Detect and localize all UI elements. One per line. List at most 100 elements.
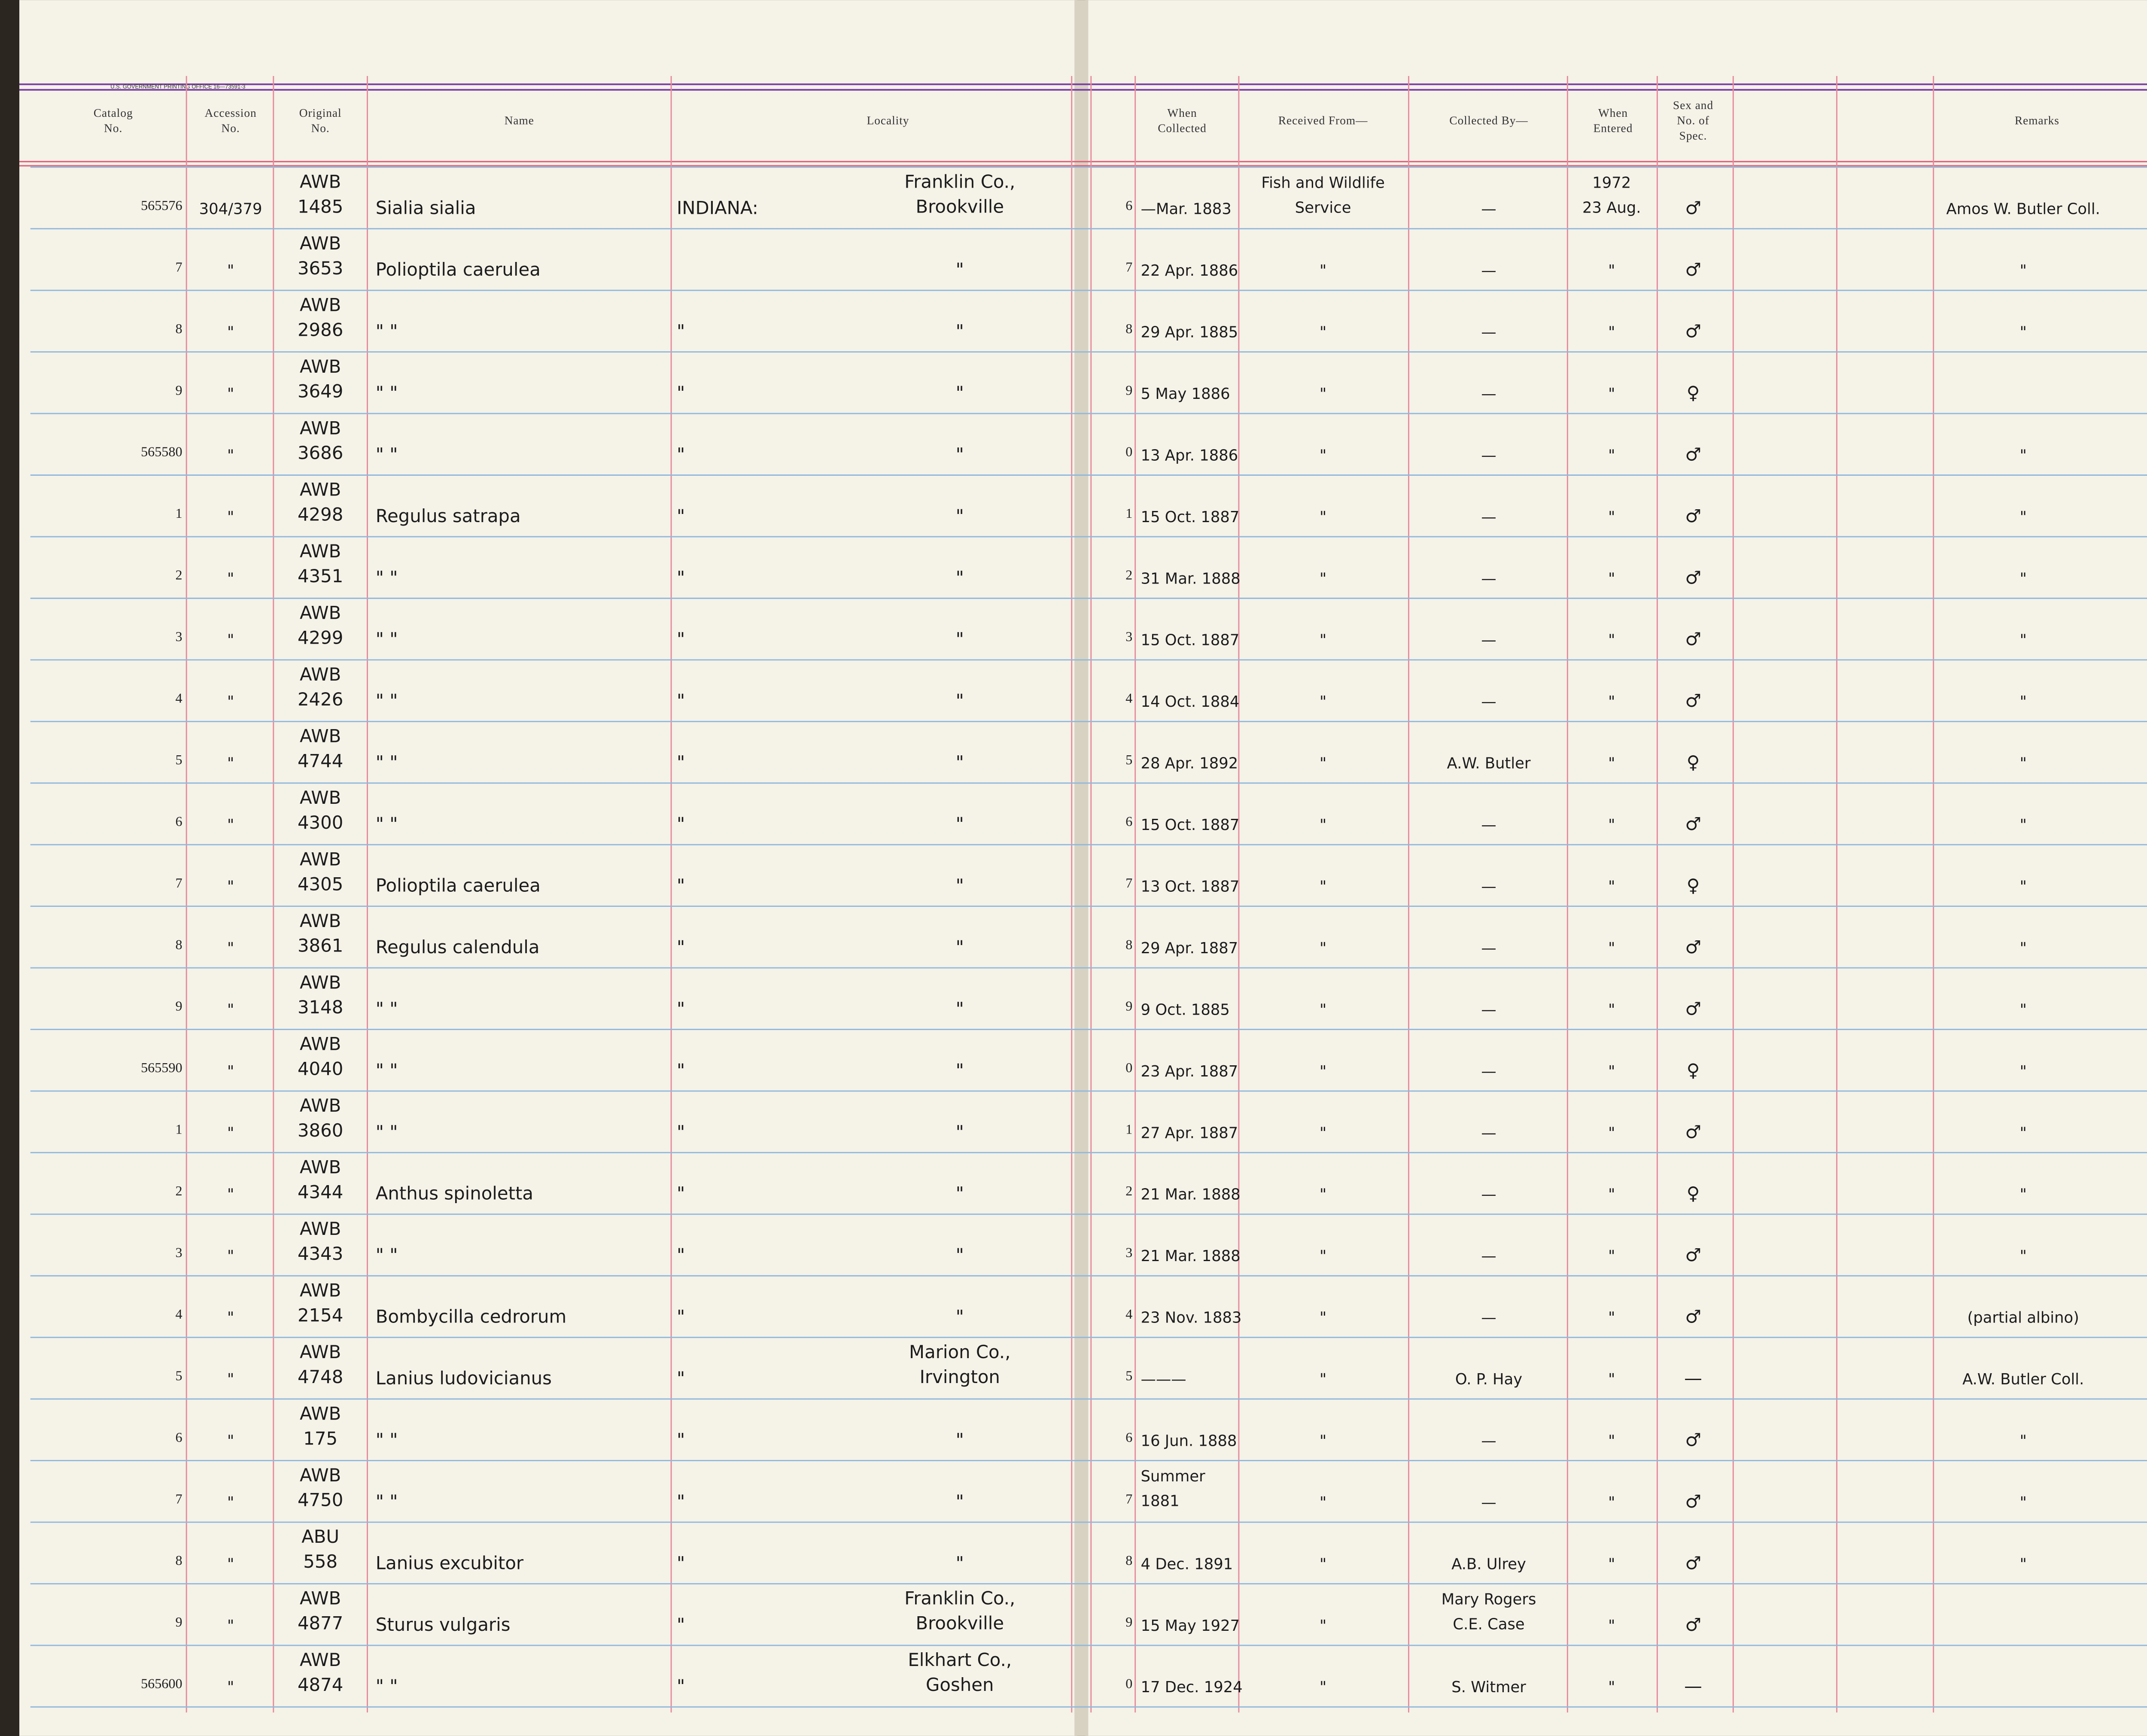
collected-by: —	[1481, 201, 1496, 218]
locality: "	[956, 505, 964, 526]
remarks: A.W. Butler Coll.	[1962, 1371, 2084, 1388]
line-digit: 7	[1125, 259, 1132, 274]
collected-by: S. Witmer	[1451, 1678, 1526, 1696]
remarks: "	[2020, 755, 2027, 772]
original-no: 2986	[298, 319, 343, 340]
original-no: 3148	[298, 997, 343, 1018]
when-collected: 23 Nov. 1883	[1141, 1309, 1242, 1327]
when-collected: 22 Apr. 1886	[1141, 262, 1238, 280]
locality: Irvington	[920, 1366, 1000, 1387]
when-collected: 17 Dec. 1924	[1141, 1678, 1243, 1696]
received-from: "	[1320, 1124, 1326, 1142]
name: Regulus satrapa	[376, 505, 521, 526]
original-no: AWB	[300, 1095, 341, 1116]
locality: "	[956, 629, 964, 650]
name: " "	[376, 813, 398, 834]
when-collected: —Mar. 1883	[1141, 201, 1232, 218]
accession-no: "	[227, 262, 234, 280]
when-entered: "	[1608, 1432, 1615, 1450]
line-digit: 5	[1125, 1368, 1132, 1383]
accession-no: "	[227, 1247, 234, 1265]
state: "	[677, 936, 685, 958]
locality: "	[956, 1491, 964, 1512]
line-digit: 0	[1125, 1060, 1132, 1075]
line-digit: 1	[1125, 505, 1132, 521]
state: "	[677, 444, 685, 465]
sex: ♂	[1685, 813, 1701, 834]
state: "	[677, 1060, 685, 1081]
column-header: When	[1598, 106, 1628, 119]
received-from: "	[1320, 1555, 1326, 1573]
when-entered: "	[1608, 1186, 1615, 1204]
received-from: "	[1320, 385, 1326, 403]
original-no: AWB	[300, 787, 341, 808]
when-entered: "	[1608, 262, 1615, 280]
received-from: "	[1320, 262, 1326, 280]
state: "	[677, 1552, 685, 1573]
grid	[30, 76, 2147, 1713]
original-no: 4351	[298, 565, 343, 587]
received-from: "	[1320, 1432, 1326, 1450]
column-header: Collected By—	[1449, 114, 1528, 127]
when-collected: ———	[1141, 1371, 1186, 1388]
line-digit: 0	[1125, 1676, 1132, 1691]
original-no: 1485	[298, 196, 343, 217]
column-header: Original	[299, 106, 342, 119]
line-digit: 3	[1125, 1245, 1132, 1260]
name: " "	[376, 382, 398, 403]
line-digit: 6	[1125, 1429, 1132, 1445]
collected-by: —	[1481, 262, 1496, 280]
locality: "	[956, 321, 964, 342]
accession-no: "	[227, 385, 234, 403]
when-collected: 28 Apr. 1892	[1141, 755, 1238, 772]
line-digit: 9	[1125, 382, 1132, 398]
original-no: AWB	[300, 417, 341, 438]
remarks: "	[2020, 324, 2027, 341]
received-from: "	[1320, 447, 1326, 464]
when-collected: 5 May 1886	[1141, 385, 1230, 403]
collected-by: —	[1481, 1001, 1496, 1018]
collected-by: A.B. Ulrey	[1451, 1555, 1526, 1573]
original-no: ABU	[301, 1526, 339, 1547]
remarks: "	[2020, 939, 2027, 957]
when-collected: 16 Jun. 1888	[1141, 1432, 1237, 1450]
column-header: No.	[104, 122, 122, 134]
catalog-no: 4	[175, 1306, 182, 1322]
original-no: 4299	[298, 627, 343, 648]
name: Sturus vulgaris	[376, 1614, 511, 1635]
line-digit: 6	[1125, 813, 1132, 829]
received-from: "	[1320, 508, 1326, 526]
remarks: "	[2020, 1186, 2027, 1204]
original-no: AWB	[300, 1034, 341, 1055]
remarks: "	[2020, 1494, 2027, 1511]
collected-by: —	[1481, 632, 1496, 649]
line-digit: 4	[1125, 1306, 1132, 1322]
remarks: "	[2020, 1432, 2027, 1450]
remarks: "	[2020, 447, 2027, 464]
received-from: "	[1320, 1309, 1326, 1327]
locality: "	[956, 259, 964, 280]
name: " "	[376, 1675, 398, 1696]
catalog-no: 9	[175, 1614, 182, 1630]
name: " "	[376, 629, 398, 650]
name: " "	[376, 1060, 398, 1081]
line-digit: 4	[1125, 690, 1132, 706]
sex: ♀	[1687, 1060, 1700, 1081]
collected-by: A.W. Butler	[1447, 755, 1531, 772]
catalog-no: 565580	[141, 444, 182, 459]
when-collected: 4 Dec. 1891	[1141, 1555, 1233, 1573]
accession-no: "	[227, 939, 234, 957]
catalog-no: 1	[175, 505, 182, 521]
accession-no: "	[227, 1617, 234, 1635]
received-from: "	[1320, 570, 1326, 587]
original-no: 3653	[298, 258, 343, 279]
line-digit: 8	[1125, 936, 1132, 952]
locality: "	[956, 1060, 964, 1081]
line-digit: 8	[1125, 321, 1132, 336]
catalog-no: 5	[175, 752, 182, 767]
original-no: AWB	[300, 233, 341, 254]
state: "	[677, 629, 685, 650]
accession-no: "	[227, 632, 234, 649]
name: " "	[376, 321, 398, 342]
